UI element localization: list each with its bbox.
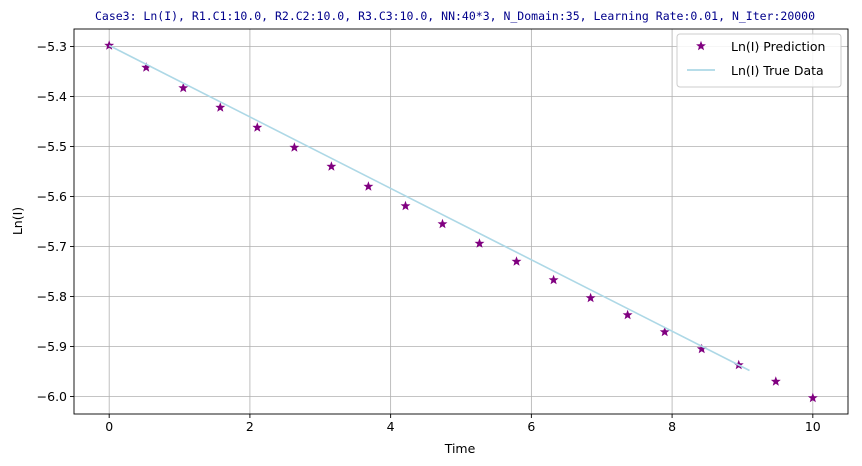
legend-marker-prediction: [696, 40, 706, 51]
prediction-point: [400, 200, 411, 211]
legend-label-prediction: Ln(I) Prediction: [731, 39, 825, 54]
y-tick-label: −5.7: [37, 239, 67, 254]
legend-label-true-data: Ln(I) True Data: [731, 63, 824, 78]
x-tick-label: 10: [805, 419, 821, 434]
grid: [74, 29, 848, 414]
y-tick-label: −6.0: [37, 389, 67, 404]
x-tick-label: 6: [527, 419, 535, 434]
y-tick-label: −5.3: [37, 39, 67, 54]
legend-star-icon: [696, 40, 706, 51]
y-tick-label: −5.6: [37, 189, 67, 204]
axes: 0 2 4 6 8 10 −5.3 −5.4 −5.5 −5.6 −5.7 −5.8 −5.9 −6.0: [37, 28, 849, 434]
true-data-line: [108, 44, 750, 372]
prediction-point: [326, 161, 337, 171]
x-axis-label: Time: [444, 441, 476, 456]
y-tick-label: −5.9: [37, 339, 67, 354]
plot-frame: [73, 28, 849, 415]
x-tick-label: 0: [105, 419, 113, 434]
prediction-point: [437, 218, 448, 229]
prediction-point: [289, 142, 300, 152]
prediction-point: [770, 376, 781, 386]
y-tick-label: −5.4: [37, 89, 67, 104]
y-tick-label: −5.5: [37, 139, 67, 154]
prediction-point: [104, 40, 115, 50]
plot-area: [104, 40, 818, 403]
prediction-point: [178, 82, 189, 93]
prediction-point: [474, 238, 485, 248]
legend: Ln(I) Prediction Ln(I) True Data: [676, 33, 842, 88]
prediction-point: [141, 62, 152, 72]
prediction-point: [548, 274, 559, 285]
x-tick-label: 8: [668, 419, 676, 434]
prediction-point: [696, 343, 707, 354]
prediction-point: [363, 181, 374, 191]
prediction-point: [215, 102, 226, 112]
y-tick-label: −5.8: [37, 289, 67, 304]
x-tick-label: 2: [246, 419, 254, 434]
chart-title: Case3: Ln(I), R1.C1:10.0, R2.C2:10.0, R3…: [95, 9, 815, 23]
y-axis-label: Ln(I): [10, 207, 25, 235]
prediction-point: [659, 326, 670, 337]
prediction-point: [511, 256, 522, 266]
prediction-point: [585, 292, 596, 303]
prediction-point: [807, 392, 818, 403]
prediction-point: [622, 309, 633, 320]
prediction-point: [252, 122, 263, 132]
x-tick-label: 4: [387, 419, 395, 434]
legend-frame: [676, 33, 842, 88]
